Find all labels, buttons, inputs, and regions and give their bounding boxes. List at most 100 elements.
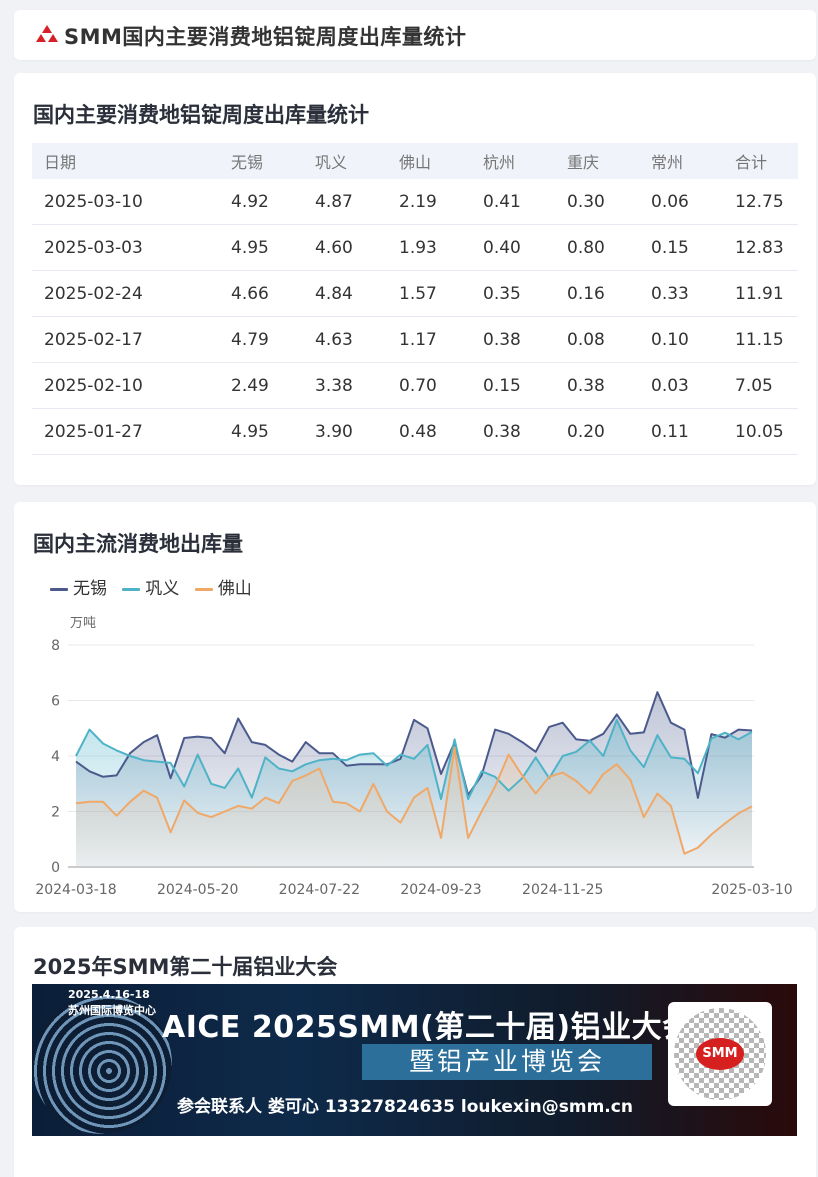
table-cell: 2025-01-27 — [32, 408, 231, 455]
table-card: 国内主要消费地铝锭周度出库量统计 日期 无锡 巩义 佛山 杭州 重庆 常州 合计… — [14, 73, 816, 485]
table-cell: 7.05 — [735, 362, 798, 409]
table-row: 2025-03-03 4.95 4.60 1.93 0.40 0.80 0.15 12.83 — [32, 224, 798, 271]
smm-logo-icon — [36, 25, 58, 42]
table-cell: 2025-02-17 — [32, 316, 231, 363]
table-cell: 0.35 — [483, 270, 567, 317]
legend-label: 巩义 — [145, 579, 180, 599]
table-header-row: 日期 无锡 巩义 佛山 杭州 重庆 常州 合计 — [32, 143, 798, 179]
table-cell: 0.38 — [567, 362, 651, 409]
table-row: 2025-03-10 4.92 4.87 2.19 0.41 0.30 0.06 12.75 — [32, 179, 798, 225]
table-cell: 1.93 — [399, 224, 483, 271]
column-header: 无锡 — [231, 143, 315, 179]
column-header: 杭州 — [483, 143, 567, 179]
table-cell: 2.49 — [231, 362, 315, 409]
x-tick-label: 2024-07-22 — [279, 882, 360, 898]
series-area-2 — [76, 747, 752, 867]
qr-smm-logo: SMM — [696, 1038, 744, 1070]
legend-item-foshan[interactable]: 佛山 — [194, 579, 252, 599]
table-cell: 0.15 — [651, 224, 735, 271]
table-row: 2025-02-10 2.49 3.38 0.70 0.15 0.38 0.03 7.05 — [32, 362, 798, 409]
column-header: 重庆 — [567, 143, 651, 179]
banner-subtitle: 暨铝产业博览会 — [362, 1044, 652, 1080]
table-cell: 0.80 — [567, 224, 651, 271]
table-cell: 4.63 — [315, 316, 399, 363]
table-cell: 4.95 — [231, 408, 315, 455]
table-cell: 11.91 — [735, 270, 798, 317]
column-header: 常州 — [651, 143, 735, 179]
table-cell: 2025-03-03 — [32, 224, 231, 271]
chart-title: 国内主流消费地出库量 — [33, 532, 243, 556]
chart-legend: 无锡 巩义 佛山 — [50, 574, 262, 599]
table-cell: 0.20 — [567, 408, 651, 455]
qr-code[interactable]: SMM — [668, 1002, 772, 1106]
table-cell: 4.60 — [315, 224, 399, 271]
x-tick-label: 2024-05-20 — [157, 882, 238, 898]
banner-date: 2025.4.16-18 — [68, 988, 150, 1001]
page-title: SMM国内主要消费地铝锭周度出库量统计 — [64, 25, 467, 49]
table-cell: 0.11 — [651, 408, 735, 455]
table-cell: 0.30 — [567, 179, 651, 225]
column-header: 佛山 — [399, 143, 483, 179]
table-cell: 4.87 — [315, 179, 399, 225]
table-cell: 11.15 — [735, 316, 798, 363]
legend-swatch — [194, 587, 213, 591]
y-tick-label: 2 — [51, 805, 60, 821]
legend-item-gongyi[interactable]: 巩义 — [122, 579, 179, 599]
table-row: 2025-02-24 4.66 4.84 1.57 0.35 0.16 0.33 11.91 — [32, 270, 798, 317]
x-tick-label: 2024-09-23 — [400, 882, 481, 898]
table-title: 国内主要消费地铝锭周度出库量统计 — [33, 103, 369, 127]
table-cell: 4.92 — [231, 179, 315, 225]
conference-card: 2025年SMM第二十届铝业大会 2025.4.16-18 苏州国际博览中心 A… — [14, 927, 816, 1177]
column-header: 日期 — [32, 143, 231, 179]
x-tick-label: 2024-03-18 — [35, 882, 116, 898]
legend-label: 佛山 — [217, 579, 252, 599]
table-cell: 0.33 — [651, 270, 735, 317]
table-cell: 2.19 — [399, 179, 483, 225]
table-cell: 10.05 — [735, 408, 798, 455]
table-cell: 0.15 — [483, 362, 567, 409]
legend-label: 无锡 — [73, 579, 107, 599]
table-cell: 0.38 — [483, 316, 567, 363]
conference-title: 2025年SMM第二十届铝业大会 — [33, 955, 338, 979]
y-axis-unit: 万吨 — [70, 616, 97, 631]
table-cell: 3.38 — [315, 362, 399, 409]
table-cell: 0.48 — [399, 408, 483, 455]
series-line-2 — [75, 746, 753, 855]
table-cell: 3.90 — [315, 408, 399, 455]
table-cell: 12.75 — [735, 179, 798, 225]
table-cell: 2025-03-10 — [32, 179, 231, 225]
table-cell: 12.83 — [735, 224, 798, 271]
conference-banner[interactable]: 2025.4.16-18 苏州国际博览中心 AICE 2025SMM(第二十届)… — [32, 984, 797, 1136]
table-cell: 1.17 — [399, 316, 483, 363]
banner-venue: 苏州国际博览中心 — [68, 1004, 156, 1017]
series-line-0 — [75, 691, 753, 799]
banner-contact: 参会联系人 娄可心 13327824635 loukexin@smm.cn — [177, 1097, 633, 1117]
legend-item-wuxi[interactable]: 无锡 — [50, 579, 107, 599]
table-cell: 4.84 — [315, 270, 399, 317]
legend-swatch — [122, 587, 141, 591]
table-row: 2025-01-27 4.95 3.90 0.48 0.38 0.20 0.11 10.05 — [32, 408, 798, 455]
column-header: 合计 — [735, 143, 798, 179]
y-tick-label: 6 — [51, 694, 60, 710]
table-cell: 2025-02-10 — [32, 362, 231, 409]
y-tick-label: 4 — [51, 749, 60, 765]
x-tick-label: 2024-11-25 — [522, 882, 603, 898]
table-cell: 2025-02-24 — [32, 270, 231, 317]
table-cell: 4.66 — [231, 270, 315, 317]
table-cell: 0.08 — [567, 316, 651, 363]
table-cell: 1.57 — [399, 270, 483, 317]
table-row: 2025-02-17 4.79 4.63 1.17 0.38 0.08 0.10 11.15 — [32, 316, 798, 363]
aluminum-coil-graphic — [32, 994, 172, 1134]
table-cell: 0.40 — [483, 224, 567, 271]
column-header: 巩义 — [315, 143, 399, 179]
y-tick-label: 0 — [51, 860, 60, 876]
banner-headline: AICE 2025SMM(第二十届)铝业大会 — [162, 1010, 693, 1045]
table-cell: 0.06 — [651, 179, 735, 225]
y-tick-label: 8 — [51, 638, 60, 654]
table-cell: 0.16 — [567, 270, 651, 317]
table-cell: 0.10 — [651, 316, 735, 363]
table-cell: 4.95 — [231, 224, 315, 271]
line-chart: 0 2 4 6 8 2024-03-18 2024-05-20 2024-07-22 2024-… — [35, 638, 792, 898]
table-cell: 0.03 — [651, 362, 735, 409]
chart-card: 国内主流消费地出库量 无锡 巩义 佛山 万吨 0 2 4 6 8 2024-03-18 20… — [14, 502, 816, 912]
